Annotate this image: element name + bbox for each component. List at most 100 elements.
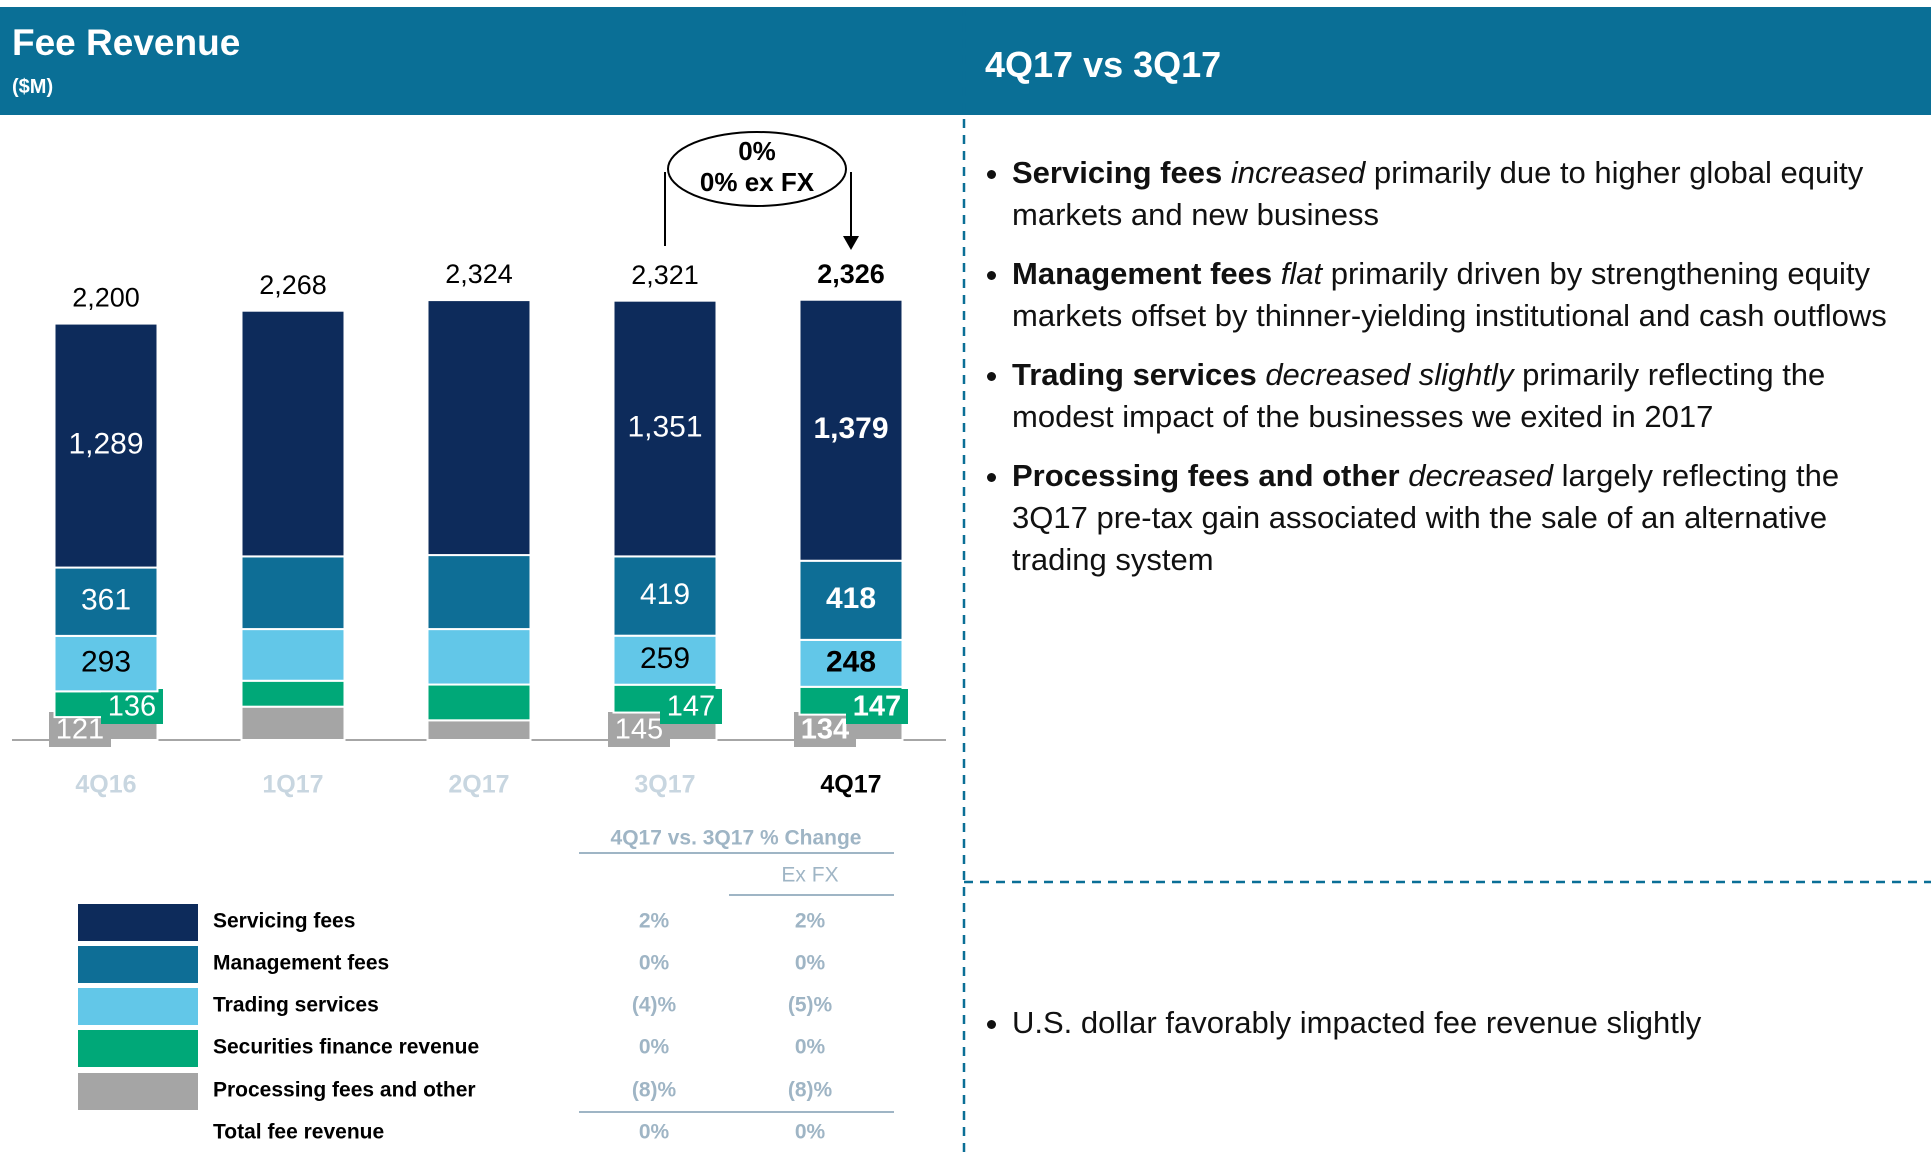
- table-cell: 2%: [639, 910, 670, 933]
- total-label: 2,200: [72, 283, 140, 313]
- x-tick-label: 2Q17: [448, 771, 509, 799]
- x-tick-label: 1Q17: [262, 771, 323, 799]
- total-label: 2,326: [817, 259, 885, 289]
- data-label: 147: [667, 691, 715, 723]
- total-label: 2,268: [259, 270, 327, 300]
- label-box: [794, 712, 856, 747]
- label-box: [101, 689, 163, 724]
- legend-swatch: [78, 1073, 198, 1110]
- bullet-text: U.S. dollar favorably impacted fee reven…: [1012, 1005, 1702, 1040]
- data-label: 121: [56, 714, 104, 746]
- bullet-text: flat: [1280, 256, 1323, 291]
- legend-swatch: [78, 946, 198, 983]
- table-subheader: Ex FX: [781, 864, 838, 887]
- table-cell: 0%: [639, 952, 670, 975]
- legend-swatch: [78, 904, 198, 941]
- arrow-head: [843, 236, 859, 250]
- bullet-text: primarily due to higher global equity ma…: [1012, 155, 1872, 232]
- legend-label: Processing fees and other: [213, 1079, 476, 1102]
- x-tick-label: 4Q16: [75, 771, 136, 799]
- bullet-text: largely reflecting the 3Q17 pre-tax gain…: [1012, 458, 1848, 577]
- bullet-text: decreased slightly: [1265, 357, 1514, 392]
- bullet-text: increased: [1230, 155, 1366, 190]
- data-label: 361: [81, 584, 131, 617]
- table-cell: (4)%: [632, 994, 677, 1017]
- label-box: [846, 689, 908, 724]
- bar-segment: [798, 298, 904, 562]
- legend-swatch: [78, 988, 198, 1025]
- data-label: 419: [640, 578, 690, 611]
- bullet-text: Management fees: [1012, 256, 1273, 291]
- table-cell: 0%: [795, 1036, 826, 1059]
- data-label: 134: [801, 714, 849, 746]
- label-box: [608, 712, 670, 747]
- bullet: U.S. dollar favorably impacted fee reven…: [1012, 1002, 1922, 1044]
- data-label: 293: [81, 646, 131, 679]
- title: Fee Revenue: [12, 22, 241, 63]
- bullet: Servicing fees increased primarily due t…: [1012, 152, 1922, 236]
- legend-swatch: [78, 1030, 198, 1067]
- bar-segment: [612, 299, 718, 558]
- bullet-text: Processing fees and other: [1012, 458, 1400, 493]
- panel-title: 4Q17 vs 3Q17: [985, 44, 1222, 85]
- data-label: 248: [826, 645, 876, 678]
- annotation-line: [664, 172, 852, 246]
- bullet-list: Servicing fees increased primarily due t…: [980, 152, 1922, 598]
- bullet-text: primarily driven by strengthening equity…: [1012, 256, 1887, 333]
- table-cell: 0%: [795, 952, 826, 975]
- table-cell: 0%: [795, 1121, 826, 1144]
- legend-label: Management fees: [213, 952, 389, 975]
- bar-segment: [240, 628, 346, 682]
- subtitle: ($M): [12, 76, 54, 98]
- data-label: 136: [108, 691, 156, 723]
- bar-segment: [426, 299, 532, 557]
- annotation-text: 0%: [738, 136, 776, 166]
- bullet: Management fees flat primarily driven by…: [1012, 253, 1922, 337]
- bar-segment: [426, 683, 532, 722]
- bar-segment: [240, 705, 346, 742]
- x-tick-label: 4Q17: [820, 771, 881, 799]
- total-label: 2,321: [631, 260, 699, 290]
- bullet-list: U.S. dollar favorably impacted fee reven…: [980, 1002, 1922, 1061]
- table-cell: 0%: [639, 1121, 670, 1144]
- bar-segment: [53, 322, 159, 569]
- table-cell: (8)%: [788, 1079, 833, 1102]
- table-cell: (8)%: [632, 1079, 677, 1102]
- bar-segment: [240, 309, 346, 558]
- bullet-text: decreased: [1408, 458, 1554, 493]
- bar-segment: [240, 679, 346, 708]
- total-label: 2,324: [445, 259, 513, 289]
- bullet-text: primarily reflecting the modest impact o…: [1012, 357, 1834, 434]
- data-label: 145: [615, 714, 663, 746]
- table-header: 4Q17 vs. 3Q17 % Change: [611, 827, 862, 850]
- bar-segment: [240, 555, 346, 631]
- data-label: 1,379: [813, 412, 888, 445]
- x-tick-label: 3Q17: [634, 771, 695, 799]
- data-label: 418: [826, 582, 876, 615]
- data-label: 1,289: [68, 427, 143, 460]
- bullet: Trading services decreased slightly prim…: [1012, 354, 1922, 438]
- annotation-text: 0% ex FX: [700, 167, 815, 197]
- bar-segment: [612, 555, 718, 637]
- label-box: [660, 689, 722, 724]
- table-cell: 2%: [795, 910, 826, 933]
- bar-segment: [426, 554, 532, 631]
- table-total-label: Total fee revenue: [213, 1121, 384, 1144]
- data-label: 147: [853, 691, 901, 723]
- data-label: 259: [640, 642, 690, 675]
- table-cell: 0%: [639, 1036, 670, 1059]
- data-label: 1,351: [627, 410, 702, 443]
- bar-segment: [798, 638, 904, 688]
- bar-segment: [426, 719, 532, 741]
- bar-segment: [426, 628, 532, 686]
- legend-label: Securities finance revenue: [213, 1036, 479, 1059]
- bullet: Processing fees and other decreased larg…: [1012, 455, 1922, 581]
- bullet-text: Servicing fees: [1012, 155, 1223, 190]
- bar-segment: [53, 566, 159, 637]
- legend-label: Servicing fees: [213, 910, 355, 933]
- table-cell: (5)%: [788, 994, 833, 1017]
- annotation-oval: [667, 131, 847, 207]
- legend-label: Trading services: [213, 994, 379, 1017]
